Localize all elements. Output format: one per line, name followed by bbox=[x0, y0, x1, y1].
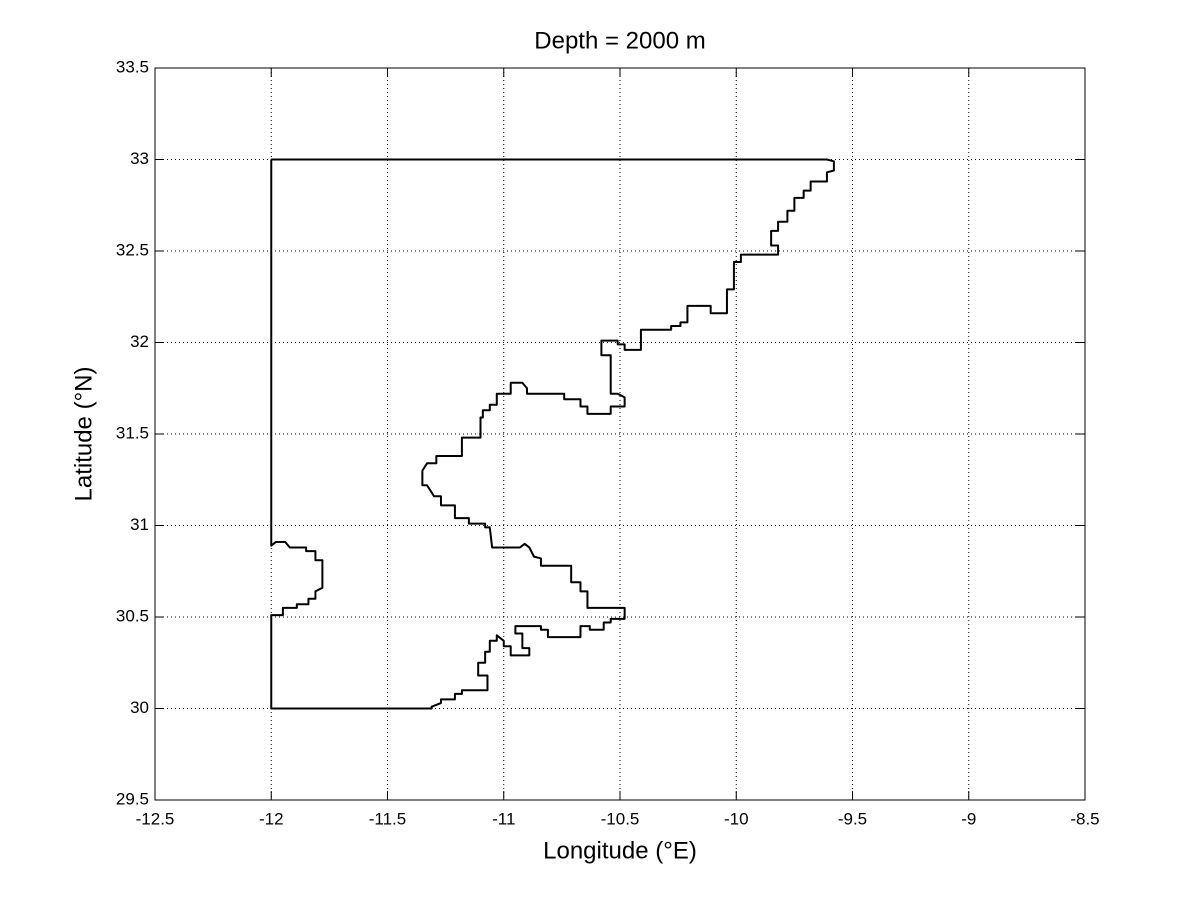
data-line bbox=[270, 158, 835, 710]
x-tick-label: -8.5 bbox=[1070, 809, 1099, 828]
y-tick-label: 30.5 bbox=[116, 606, 149, 625]
y-tick-label: 33 bbox=[130, 149, 149, 168]
x-tick-label: -10 bbox=[724, 809, 749, 828]
x-tick-label: -10.5 bbox=[601, 809, 640, 828]
y-tick-label: 31.5 bbox=[116, 423, 149, 442]
y-axis-label: Latitude (°N) bbox=[70, 367, 97, 502]
x-tick-label: -9 bbox=[961, 809, 976, 828]
x-tick-label: -11.5 bbox=[369, 809, 407, 828]
x-tick-label: -12 bbox=[259, 809, 284, 828]
x-tick-label: -12.5 bbox=[136, 809, 175, 828]
y-tick-label: 29.5 bbox=[116, 789, 149, 808]
x-axis-label: Longitude (°E) bbox=[543, 837, 697, 864]
y-tick-label: 30 bbox=[130, 698, 149, 717]
chart-title: Depth = 2000 m bbox=[534, 27, 705, 54]
y-tick-label: 33.5 bbox=[116, 57, 149, 76]
y-tick-label: 32.5 bbox=[116, 240, 149, 259]
plot-frame bbox=[154, 67, 1086, 801]
x-tick-label: -11 bbox=[492, 809, 515, 828]
y-tick-label: 32 bbox=[130, 332, 149, 351]
x-tick-label: -9.5 bbox=[838, 809, 867, 828]
y-tick-label: 31 bbox=[130, 515, 149, 534]
